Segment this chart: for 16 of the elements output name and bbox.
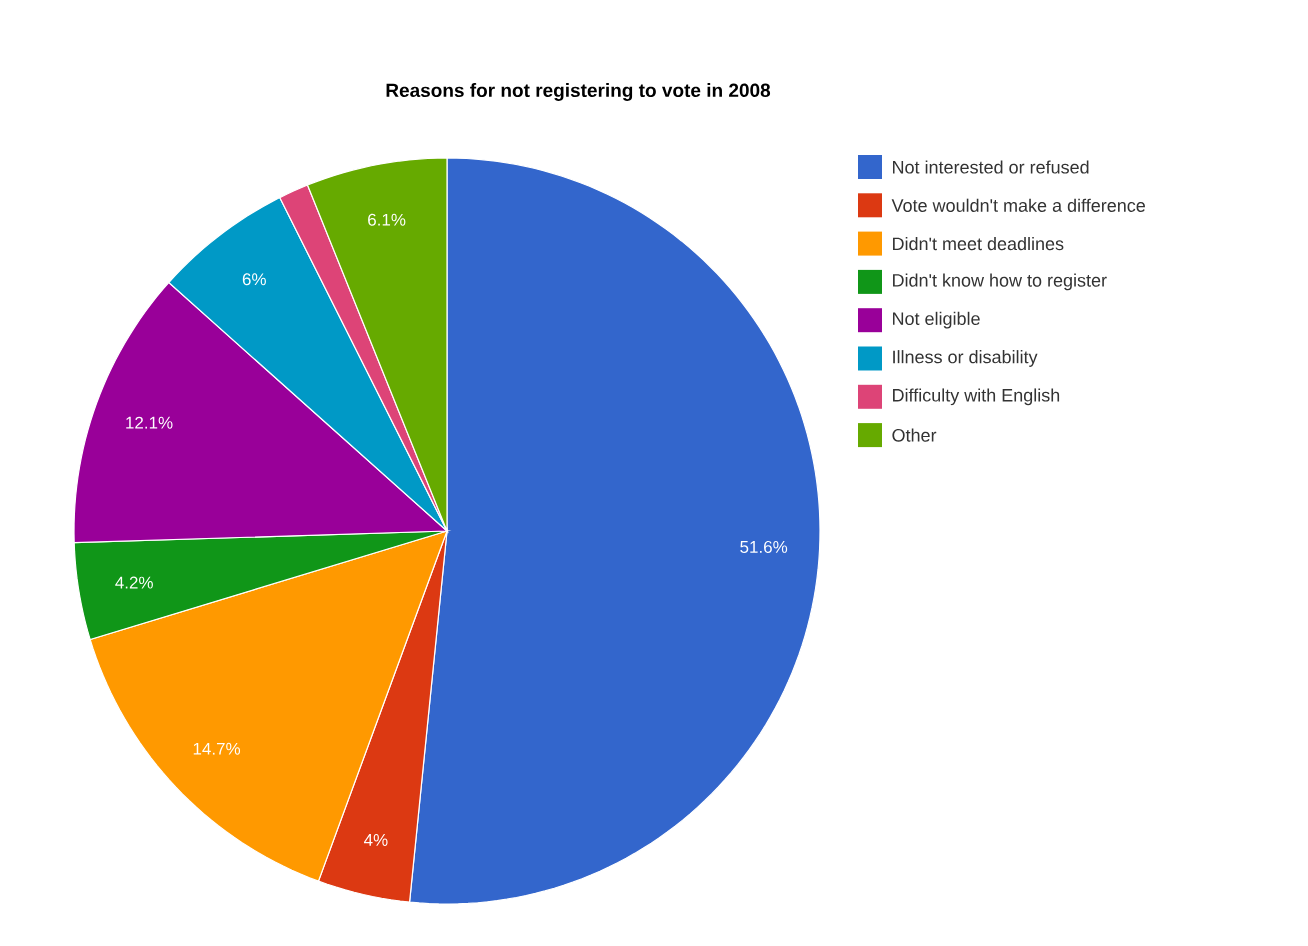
data-label: 4.2% (115, 576, 153, 589)
legend-label: Difficulty with English (893, 388, 1060, 406)
data-label: 14.7% (193, 742, 241, 755)
data-label: 6.1% (368, 213, 406, 226)
legend-label: Other (892, 428, 937, 442)
legend-label: Didn't meet deadlines (893, 236, 1064, 251)
data-label: 12.1% (126, 416, 173, 429)
data-label: 6% (242, 273, 266, 286)
legend-label: Didn't know how to register (893, 273, 1107, 291)
legend-label: Not interested or refused (893, 160, 1089, 174)
data-label: 4% (364, 834, 388, 846)
legend-label: Not eligible (893, 311, 980, 329)
data-label: 51.6% (740, 540, 788, 553)
chart-title: Reasons for not registering to vote in 2008 (386, 83, 771, 101)
legend-label: Vote wouldn't make a difference (891, 198, 1145, 212)
legend-label: Illness or disability (893, 350, 1038, 367)
